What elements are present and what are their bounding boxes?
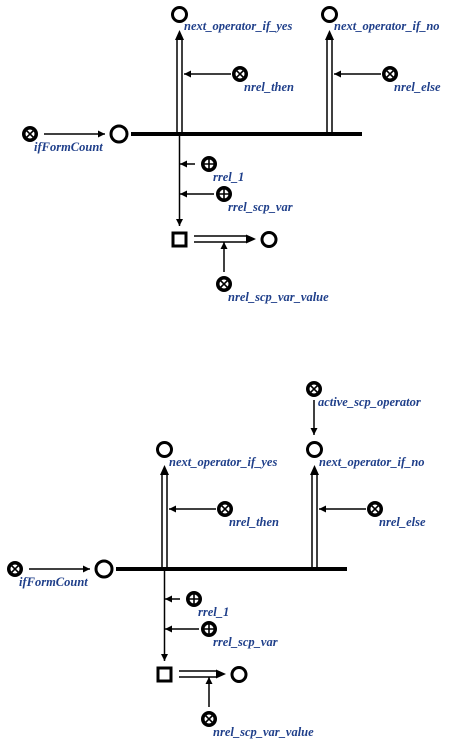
label-rrel-1: rrel_1 [213, 170, 244, 184]
label-ifformcount: ifFormCount [34, 140, 103, 154]
nrel-else-node [367, 501, 383, 517]
rrel-scp-var-node [216, 186, 232, 202]
label-nrel-else: nrel_else [379, 515, 426, 529]
operator-node [109, 124, 129, 144]
yes-arc [160, 465, 169, 568]
label-ifformcount: ifFormCount [19, 575, 88, 589]
operator-node [94, 559, 114, 579]
rrel-1-node [201, 156, 217, 172]
nrel-else-node [382, 66, 398, 82]
label-nrel-scp-var-value: nrel_scp_var_value [228, 290, 329, 304]
next-yes-node [171, 6, 188, 23]
label-rrel-scp-var: rrel_scp_var [228, 200, 293, 214]
rrel-1-node [186, 591, 202, 607]
value-arc [194, 234, 256, 244]
connector-square [171, 231, 188, 248]
label-nrel-scp-var-value: nrel_scp_var_value [213, 725, 314, 739]
active-scp-operator-node [306, 381, 322, 397]
connector-square [156, 666, 173, 683]
next-no-node [306, 441, 323, 458]
value-arc [179, 669, 226, 679]
nrel-scp-var-value-node [201, 711, 217, 727]
nrel-then-node [232, 66, 248, 82]
label-next-no: next_operator_if_no [334, 19, 440, 33]
label-rrel-scp-var: rrel_scp_var [213, 635, 278, 649]
ifformcount-node [22, 126, 38, 142]
no-arc [325, 30, 334, 133]
label-next-no: next_operator_if_no [319, 455, 425, 469]
label-active-scp-operator: active_scp_operator [318, 395, 421, 409]
label-rrel-1: rrel_1 [198, 605, 229, 619]
next-yes-node [156, 441, 173, 458]
label-next-yes: next_operator_if_yes [169, 455, 277, 469]
label-nrel-then: nrel_then [229, 515, 279, 529]
rrel-scp-var-node [201, 621, 217, 637]
value-node [260, 231, 278, 248]
ifformcount-node [7, 561, 23, 577]
value-node [230, 666, 248, 683]
label-next-yes: next_operator_if_yes [184, 19, 292, 33]
label-nrel-else: nrel_else [394, 80, 441, 94]
nrel-then-node [217, 501, 233, 517]
diagram-2: active_scp_operator next_operator_if_yes… [7, 381, 426, 739]
diagram-1: next_operator_if_yes next_operator_if_no… [22, 6, 441, 304]
next-no-node [321, 6, 338, 23]
label-nrel-then: nrel_then [244, 80, 294, 94]
yes-arc [175, 30, 184, 133]
nrel-scp-var-value-node [216, 276, 232, 292]
no-arc [310, 465, 319, 568]
